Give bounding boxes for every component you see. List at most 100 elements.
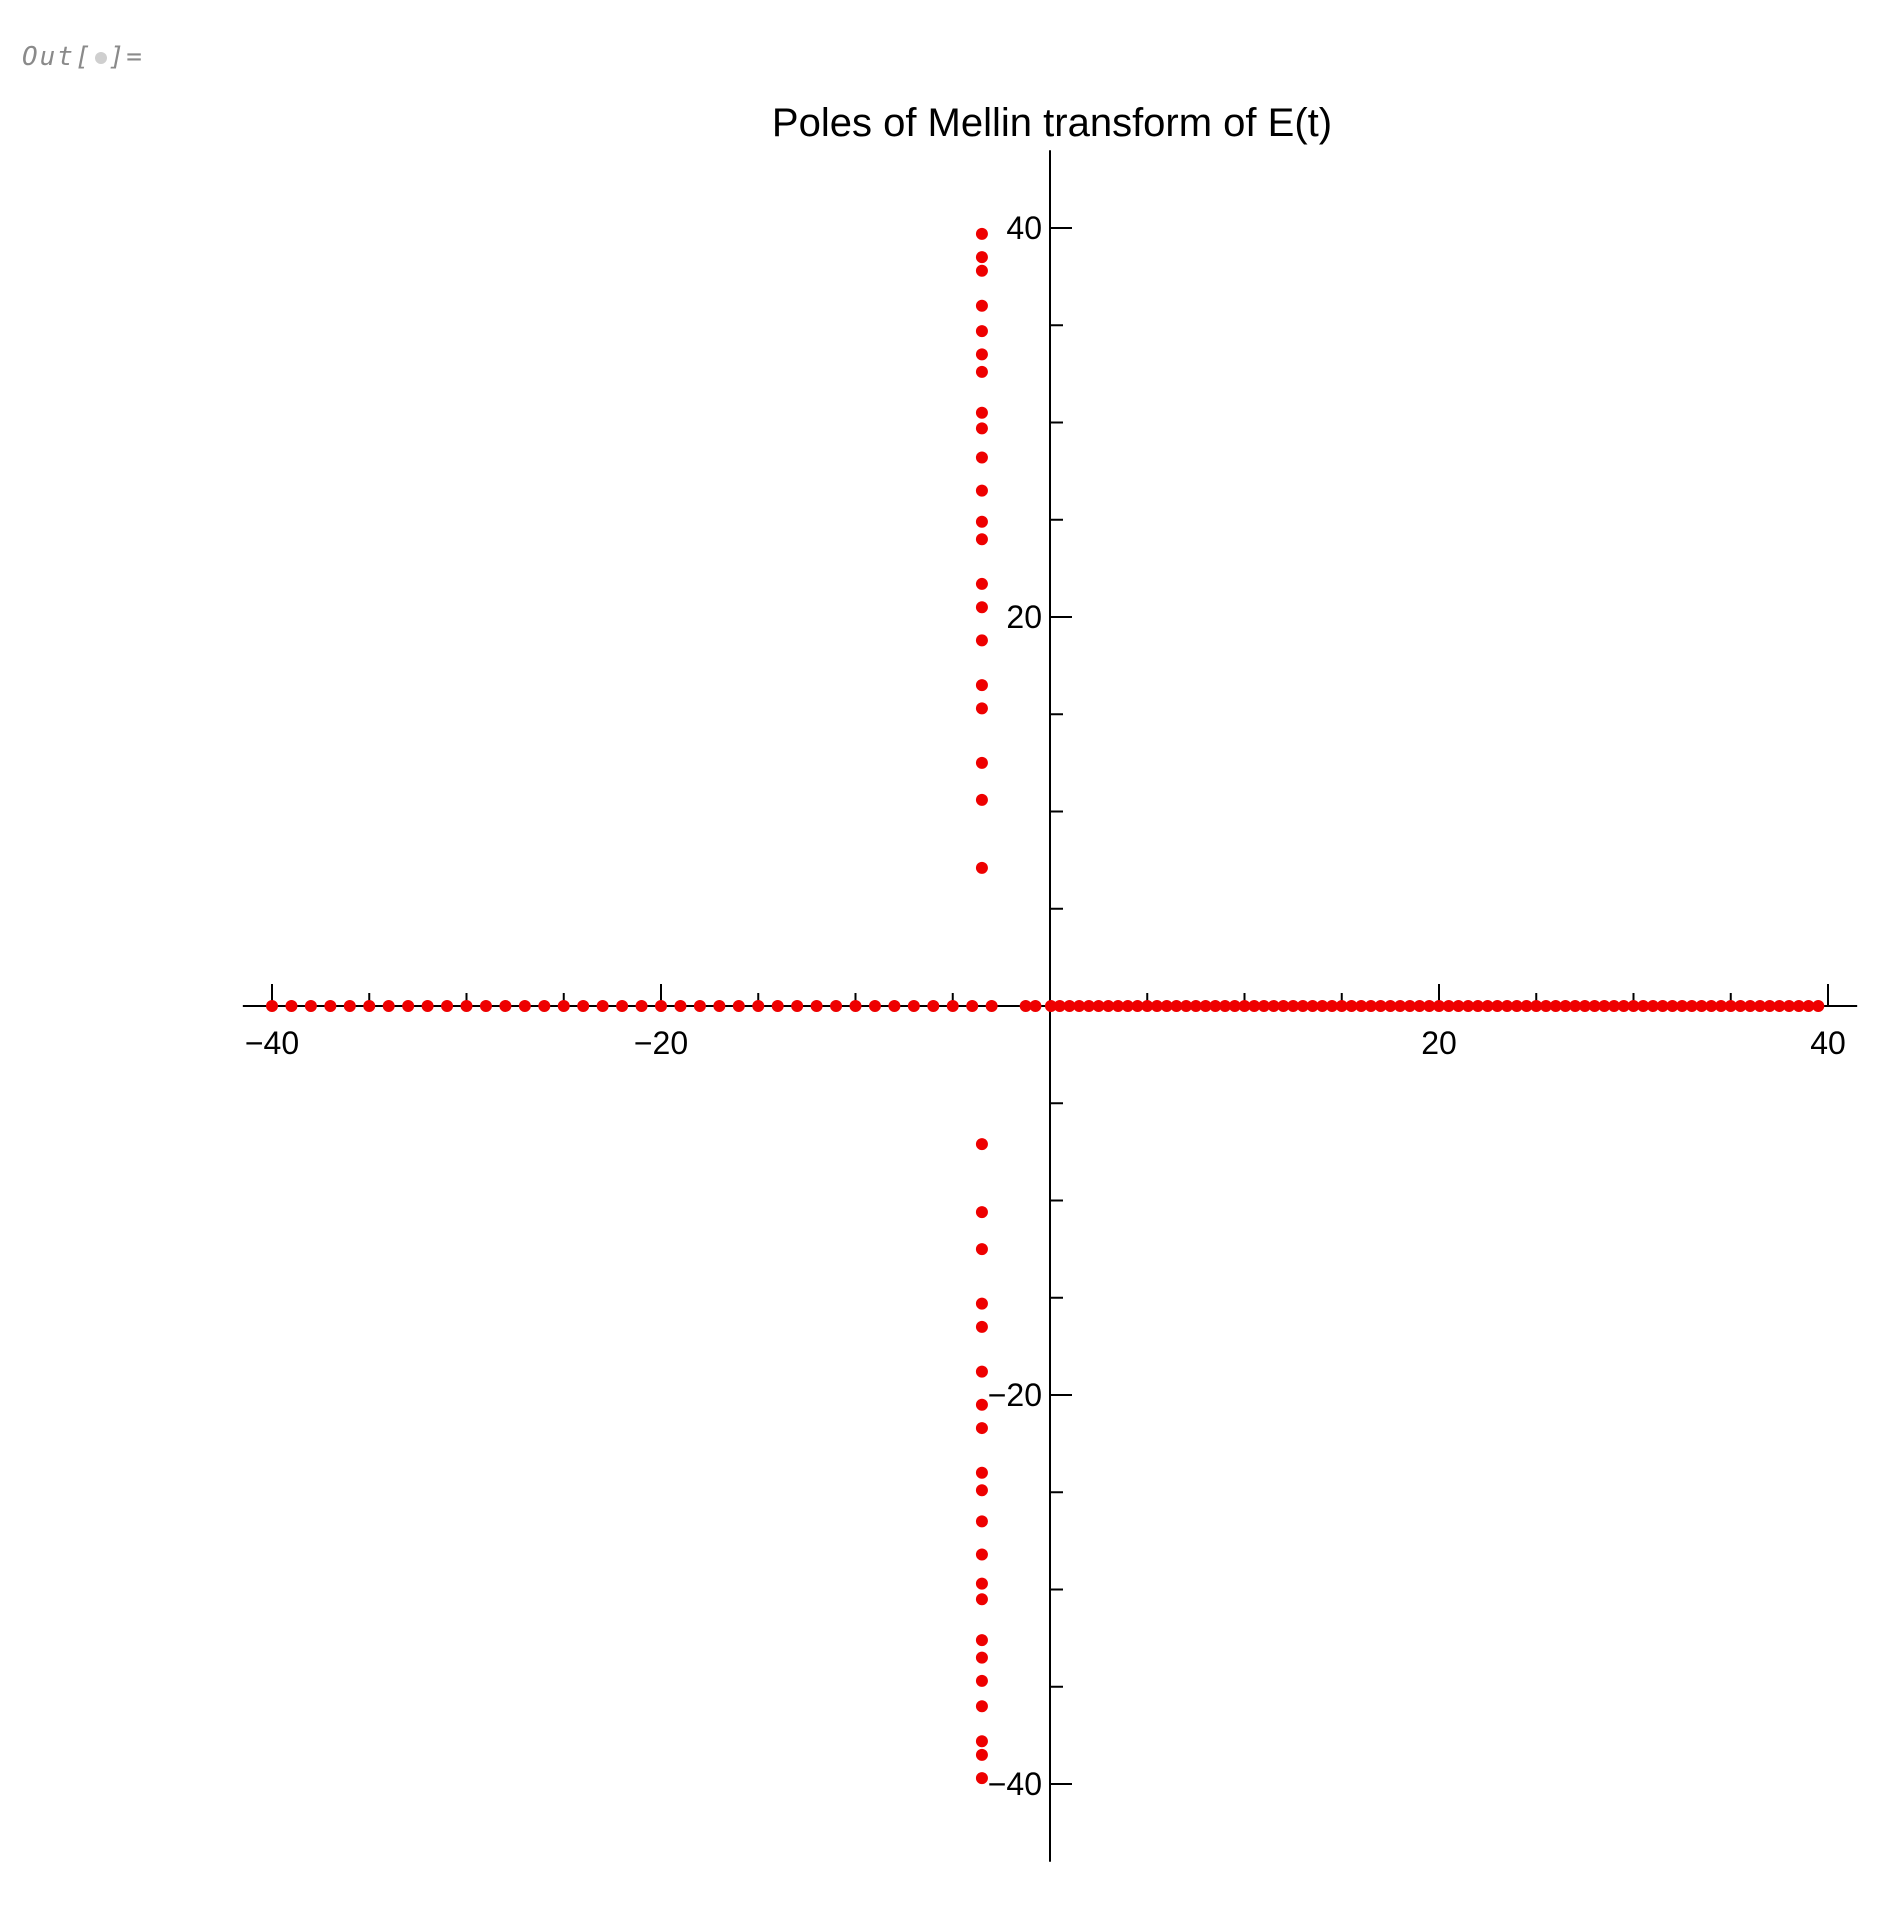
- data-point: [441, 1000, 454, 1012]
- data-point: [975, 422, 988, 435]
- data-point: [1539, 1000, 1552, 1012]
- data-point: [1121, 1000, 1134, 1012]
- data-point: [693, 1000, 706, 1012]
- data-point: [1510, 1000, 1523, 1012]
- data-point: [1403, 1000, 1416, 1012]
- data-point: [975, 227, 988, 240]
- data-point: [1131, 1000, 1144, 1012]
- data-point: [975, 1674, 988, 1687]
- data-point: [1141, 1000, 1154, 1012]
- data-point: [616, 1000, 629, 1012]
- data-point: [1248, 1000, 1261, 1012]
- data-point: [1219, 1000, 1232, 1012]
- data-point: [975, 1484, 988, 1497]
- y-tick-label: 20: [1006, 599, 1042, 635]
- data-point: [363, 1000, 376, 1012]
- data-point: [1685, 1000, 1698, 1012]
- data-point: [975, 1422, 988, 1435]
- data-point: [1296, 1000, 1309, 1012]
- data-point: [499, 1000, 512, 1012]
- data-point: [975, 451, 988, 464]
- data-point: [1092, 1000, 1105, 1012]
- x-tick-label: −40: [245, 1025, 299, 1061]
- data-point: [1277, 1000, 1290, 1012]
- data-point: [1029, 1000, 1042, 1012]
- data-point: [1189, 1000, 1202, 1012]
- data-point: [888, 1000, 901, 1012]
- data-point: [975, 577, 988, 590]
- data-point: [1257, 1000, 1270, 1012]
- data-point: [421, 1000, 434, 1012]
- data-point: [1802, 1000, 1815, 1012]
- y-tick-label: 40: [1006, 210, 1042, 246]
- data-point: [975, 1735, 988, 1748]
- data-point: [1394, 1000, 1407, 1012]
- data-point: [1199, 1000, 1212, 1012]
- data-point: [1481, 1000, 1494, 1012]
- data-point: [1082, 1000, 1095, 1012]
- data-point: [1044, 1000, 1057, 1012]
- data-point: [1792, 1000, 1805, 1012]
- data-point: [907, 1000, 920, 1012]
- data-point: [1646, 1000, 1659, 1012]
- data-point: [1569, 1000, 1582, 1012]
- x-tick-label: −20: [634, 1025, 688, 1061]
- data-point: [830, 1000, 843, 1012]
- data-point: [479, 1000, 492, 1012]
- data-point: [1491, 1000, 1504, 1012]
- cell-status-icon: [94, 51, 107, 64]
- output-label-suffix: ]=: [108, 42, 144, 72]
- chart-title: Poles of Mellin transform of E(t): [772, 101, 1332, 145]
- data-point: [1462, 1000, 1475, 1012]
- data-point: [1656, 1000, 1669, 1012]
- data-point: [975, 634, 988, 647]
- output-cell-label: Out[ ]=: [22, 42, 144, 72]
- data-point: [975, 251, 988, 264]
- data-point: [975, 1577, 988, 1590]
- data-point: [1783, 1000, 1796, 1012]
- data-point: [635, 1000, 648, 1012]
- data-point: [810, 1000, 823, 1012]
- data-point: [975, 1634, 988, 1647]
- data-point: [1530, 1000, 1543, 1012]
- data-point: [1228, 1000, 1241, 1012]
- data-point: [382, 1000, 395, 1012]
- data-point: [1549, 1000, 1562, 1012]
- data-point: [975, 515, 988, 528]
- data-point: [975, 365, 988, 378]
- data-point: [1666, 1000, 1679, 1012]
- data-point: [975, 1138, 988, 1151]
- data-point: [975, 601, 988, 614]
- data-point: [1306, 1000, 1319, 1012]
- data-point: [946, 1000, 959, 1012]
- data-point: [975, 1206, 988, 1219]
- data-point: [1364, 1000, 1377, 1012]
- data-point: [1617, 1000, 1630, 1012]
- data-point: [1316, 1000, 1329, 1012]
- data-point: [1073, 1000, 1086, 1012]
- data-point: [518, 1000, 531, 1012]
- data-point: [1287, 1000, 1300, 1012]
- data-point: [1637, 1000, 1650, 1012]
- data-point: [1773, 1000, 1786, 1012]
- data-point: [1433, 1000, 1445, 1012]
- data-point: [1627, 1000, 1640, 1012]
- data-point: [975, 702, 988, 715]
- data-point: [1734, 1000, 1747, 1012]
- data-point: [975, 1748, 988, 1761]
- data-point: [1598, 1000, 1611, 1012]
- data-point: [791, 1000, 804, 1012]
- data-point: [975, 1593, 988, 1606]
- data-point: [975, 1548, 988, 1561]
- data-point: [1695, 1000, 1708, 1012]
- output-label-prefix: Out[: [22, 42, 93, 72]
- data-point: [1608, 1000, 1621, 1012]
- data-point: [343, 1000, 356, 1012]
- data-point: [975, 325, 988, 338]
- data-point: [557, 1000, 570, 1012]
- data-point: [985, 1000, 998, 1012]
- data-point: [1335, 1000, 1348, 1012]
- data-point: [285, 1000, 298, 1012]
- data-point: [1019, 1000, 1032, 1012]
